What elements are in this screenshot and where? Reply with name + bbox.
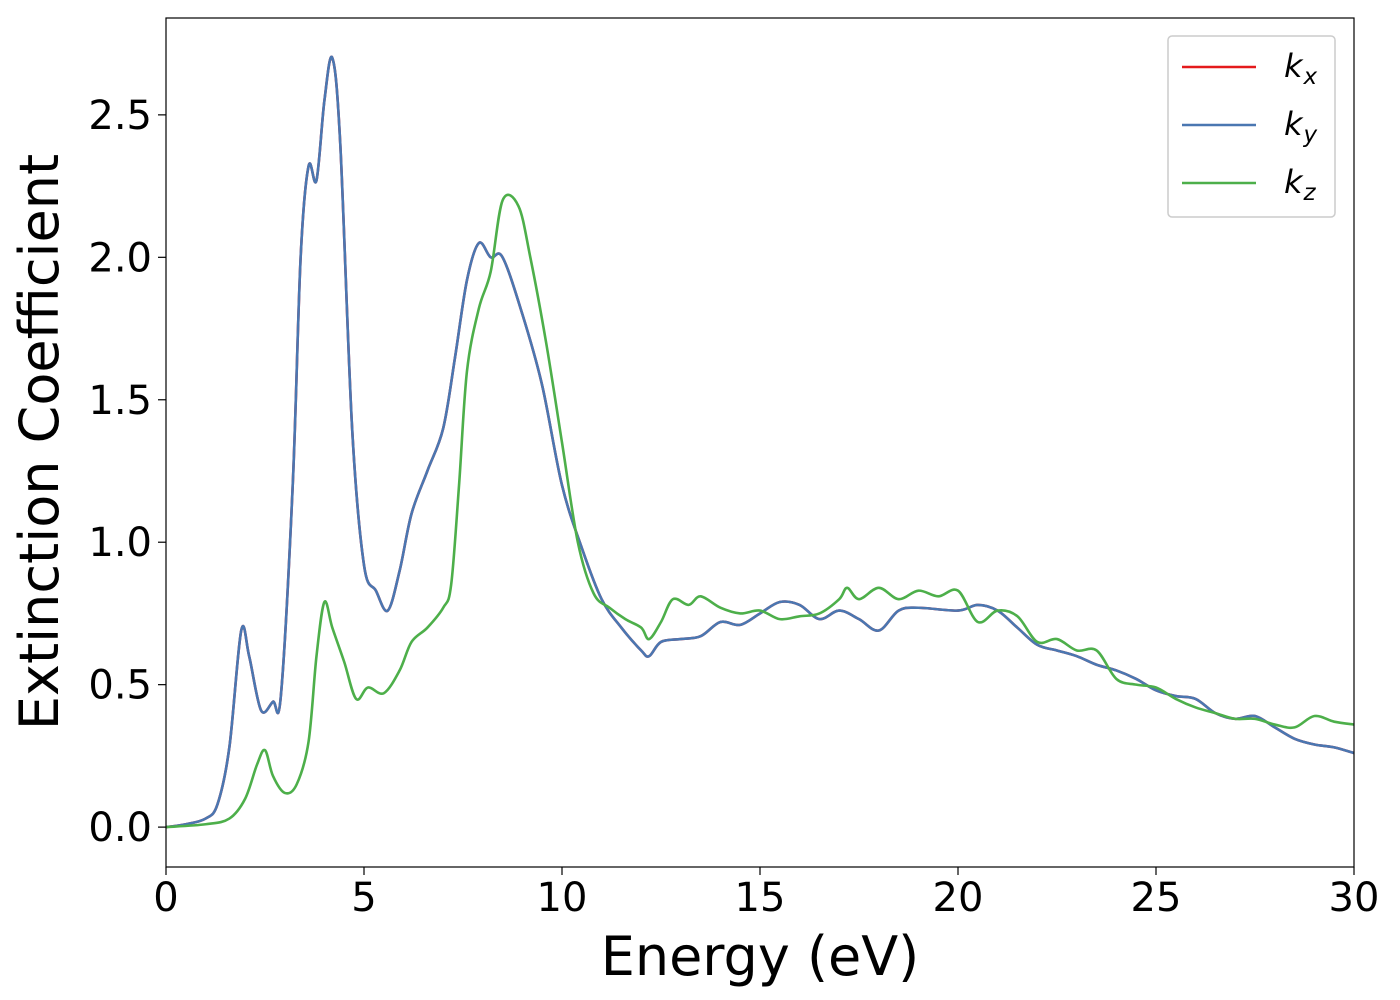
series-line-y — [166, 55, 1354, 829]
legend-label-x: kx — [1284, 47, 1318, 90]
y-tick-label: 1.5 — [88, 378, 152, 424]
y-tick-label: 0.5 — [88, 663, 152, 709]
y-tick-label: 2.0 — [88, 235, 152, 281]
x-tick-label: 20 — [933, 875, 984, 921]
x-tick-label: 25 — [1131, 875, 1182, 921]
x-axis: 0 5 10 15 20 25 30 — [153, 867, 1379, 921]
x-tick-label: 30 — [1329, 875, 1380, 921]
y-tick-label: 1.0 — [88, 520, 152, 566]
x-axis-label: Energy (eV) — [601, 925, 920, 988]
legend-box — [1167, 35, 1336, 218]
y-tick-label: 0.0 — [88, 805, 152, 851]
x-tick-label: 0 — [153, 875, 178, 921]
legend-label-y: ky — [1284, 105, 1318, 148]
x-tick-label: 5 — [351, 875, 376, 921]
x-tick-label: 15 — [735, 875, 786, 921]
y-axis: 0.0 0.5 1.0 1.5 2.0 2.5 — [88, 93, 166, 851]
series-line-z — [166, 193, 1354, 829]
legend-label-z: kz — [1284, 163, 1317, 206]
series-lines — [166, 55, 1354, 829]
y-axis-label: Extinction Coefficient — [8, 154, 71, 730]
legend: kx ky kz — [1167, 35, 1336, 218]
y-tick-label: 2.5 — [88, 93, 152, 139]
x-tick-label: 10 — [537, 875, 588, 921]
